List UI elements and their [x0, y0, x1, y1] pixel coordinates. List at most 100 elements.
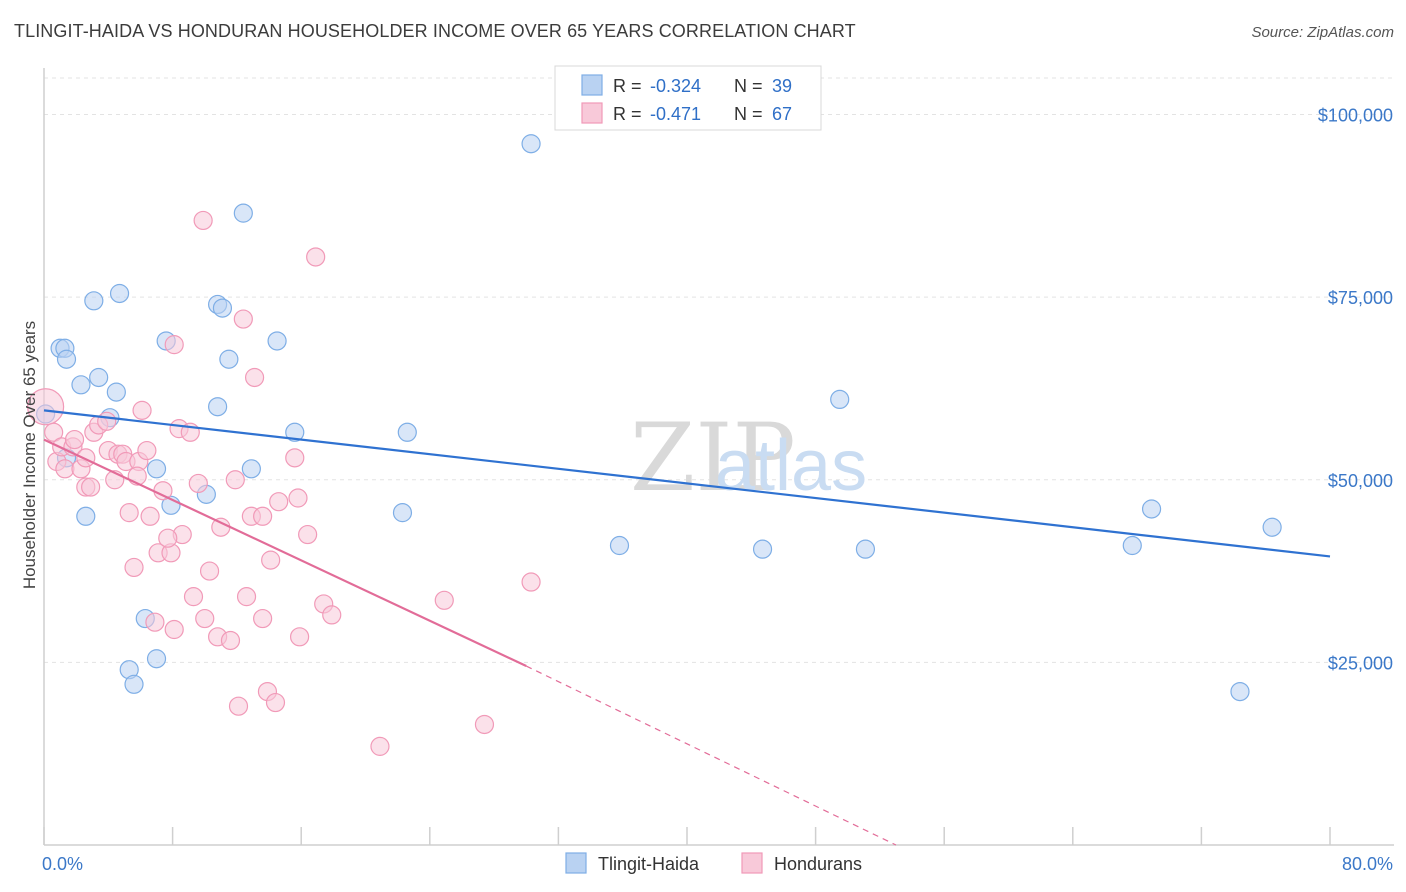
- legend-n-label: N =: [734, 104, 763, 124]
- honduran-point: [44, 422, 64, 442]
- data-points: [27, 134, 1282, 756]
- honduran-trend-line: [43, 438, 527, 668]
- legend-r-label: R =: [613, 104, 642, 124]
- tlingit-haida-point: [106, 382, 126, 402]
- tlingit-haida-point: [212, 298, 233, 318]
- honduran-point: [119, 503, 139, 523]
- honduran-point: [164, 619, 184, 640]
- honduran-point: [183, 587, 204, 607]
- gridlines: [44, 77, 1394, 663]
- honduran-point: [193, 210, 213, 231]
- honduran-point: [195, 608, 215, 629]
- tlingit-haida-point: [233, 203, 253, 223]
- legend-r-value: -0.471: [650, 104, 701, 124]
- honduran-point: [158, 528, 178, 548]
- legend-swatch: [581, 102, 603, 124]
- watermark: ZIP atlas: [630, 404, 867, 513]
- honduran-point: [228, 696, 249, 716]
- honduran-point: [225, 470, 245, 490]
- bottom-legend-label: Hondurans: [774, 854, 862, 874]
- honduran-point: [236, 587, 257, 607]
- honduran-point: [253, 506, 273, 526]
- tlingit-haida-point: [219, 349, 239, 369]
- honduran-point: [289, 627, 310, 647]
- honduran-point: [253, 608, 273, 629]
- x-tick-label: 80.0%: [1342, 854, 1393, 874]
- honduran-point: [137, 440, 157, 461]
- honduran-point: [140, 506, 160, 526]
- y-axis-label: Householder Income Over 65 years: [20, 321, 39, 589]
- honduran-point: [474, 714, 495, 735]
- tlingit-haida-point: [109, 283, 130, 304]
- x-tick-label: 0.0%: [42, 854, 83, 874]
- honduran-point: [434, 590, 454, 610]
- legend-r-value: -0.324: [650, 76, 701, 96]
- tlingit-haida-point: [56, 349, 77, 369]
- x-tick-labels: 0.0% 80.0%: [42, 854, 1393, 874]
- honduran-point: [322, 605, 342, 625]
- tlingit-haida-point: [521, 134, 541, 154]
- honduran-point: [27, 388, 65, 426]
- honduran-point: [265, 692, 286, 713]
- legend-n-value: 39: [772, 76, 792, 96]
- honduran-point: [97, 411, 117, 431]
- honduran-point: [269, 492, 289, 512]
- honduran-point: [521, 572, 541, 592]
- watermark-atlas: atlas: [715, 426, 867, 506]
- honduran-point: [188, 473, 208, 494]
- tlingit-haida-point: [1141, 499, 1162, 519]
- tlingit-haida-point: [146, 459, 167, 479]
- honduran-point: [124, 557, 144, 578]
- bottom-legend: Tlingit-Haida Hondurans: [565, 852, 862, 874]
- honduran-point: [211, 517, 231, 537]
- legend-n-value: 67: [772, 104, 792, 124]
- honduran-point: [220, 630, 241, 651]
- tlingit-haida-point: [71, 375, 91, 395]
- honduran-point: [288, 488, 308, 508]
- honduran-point: [285, 448, 305, 468]
- watermark-zip: ZIP: [630, 404, 796, 513]
- bottom-legend-swatch: [741, 852, 763, 874]
- tlingit-haida-point: [1262, 517, 1282, 537]
- tlingit-haida-point: [397, 422, 417, 442]
- tlingit-haida-point: [208, 397, 228, 417]
- tlingit-haida-point: [89, 367, 109, 388]
- honduran-point: [306, 247, 326, 267]
- y-tick-label: $50,000: [1328, 471, 1393, 491]
- tlingit-haida-point: [84, 291, 104, 311]
- tlingit-haida-point: [285, 422, 305, 442]
- tlingit-haida-point: [1122, 535, 1142, 556]
- tlingit-haida-point: [146, 649, 167, 669]
- stats-legend: R = -0.324 N = 39 R = -0.471 N = 67: [554, 65, 822, 131]
- honduran-point: [145, 612, 165, 632]
- honduran-point: [55, 459, 75, 479]
- tlingit-haida-point: [855, 539, 876, 559]
- honduran-point: [370, 736, 390, 756]
- tlingit-haida-trend-line: [43, 409, 1331, 558]
- honduran-point: [199, 561, 220, 581]
- bottom-legend-swatch: [565, 852, 587, 874]
- bottom-legend-label: Tlingit-Haida: [598, 854, 700, 874]
- y-tick-label: $100,000: [1318, 106, 1393, 126]
- tlingit-haida-point: [267, 331, 287, 351]
- chart-source: Source: ZipAtlas.com: [1251, 24, 1394, 41]
- tlingit-haida-point: [124, 674, 144, 694]
- chart-title: TLINGIT-HAIDA VS HONDURAN HOUSEHOLDER IN…: [14, 21, 856, 41]
- tlingit-haida-point: [609, 535, 630, 556]
- honduran-point: [261, 550, 281, 570]
- honduran-point: [132, 400, 152, 420]
- axes: [43, 68, 1394, 846]
- honduran-point: [64, 429, 85, 450]
- honduran-point: [76, 448, 96, 468]
- tlingit-haida-point: [392, 503, 413, 523]
- honduran-point: [298, 524, 318, 545]
- trend-lines: [43, 409, 1331, 846]
- y-tick-label: $75,000: [1328, 288, 1393, 308]
- y-tick-label: $25,000: [1328, 653, 1393, 673]
- tlingit-haida-point: [241, 459, 261, 479]
- honduran-point: [233, 309, 253, 329]
- honduran-point: [164, 335, 184, 355]
- tlingit-haida-point: [76, 506, 96, 526]
- legend-r-label: R =: [613, 76, 642, 96]
